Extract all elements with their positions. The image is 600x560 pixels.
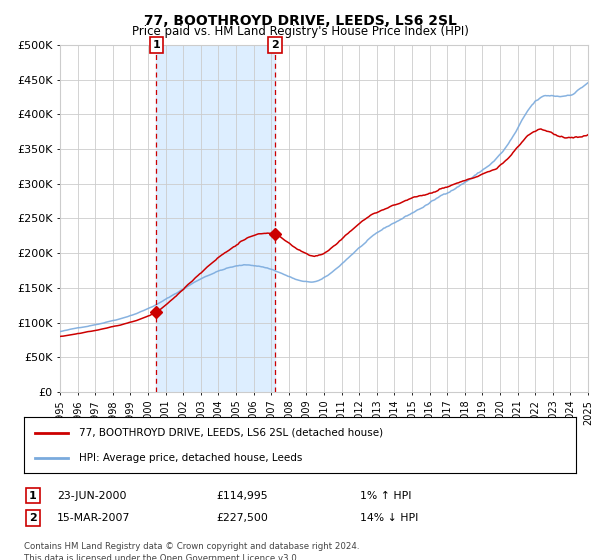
- Text: 1: 1: [29, 491, 37, 501]
- Text: 77, BOOTHROYD DRIVE, LEEDS, LS6 2SL (detached house): 77, BOOTHROYD DRIVE, LEEDS, LS6 2SL (det…: [79, 428, 383, 438]
- Text: £114,995: £114,995: [216, 491, 268, 501]
- Text: 23-JUN-2000: 23-JUN-2000: [57, 491, 127, 501]
- Text: £227,500: £227,500: [216, 513, 268, 523]
- Text: 1% ↑ HPI: 1% ↑ HPI: [360, 491, 412, 501]
- Text: HPI: Average price, detached house, Leeds: HPI: Average price, detached house, Leed…: [79, 452, 302, 463]
- Text: Price paid vs. HM Land Registry's House Price Index (HPI): Price paid vs. HM Land Registry's House …: [131, 25, 469, 38]
- Text: 2: 2: [29, 513, 37, 523]
- Bar: [157, 45, 275, 392]
- Text: 77, BOOTHROYD DRIVE, LEEDS, LS6 2SL: 77, BOOTHROYD DRIVE, LEEDS, LS6 2SL: [143, 14, 457, 28]
- Text: 14% ↓ HPI: 14% ↓ HPI: [360, 513, 418, 523]
- Text: Contains HM Land Registry data © Crown copyright and database right 2024.
This d: Contains HM Land Registry data © Crown c…: [24, 542, 359, 560]
- Text: 15-MAR-2007: 15-MAR-2007: [57, 513, 130, 523]
- Text: 1: 1: [152, 40, 160, 50]
- Text: 2: 2: [271, 40, 279, 50]
